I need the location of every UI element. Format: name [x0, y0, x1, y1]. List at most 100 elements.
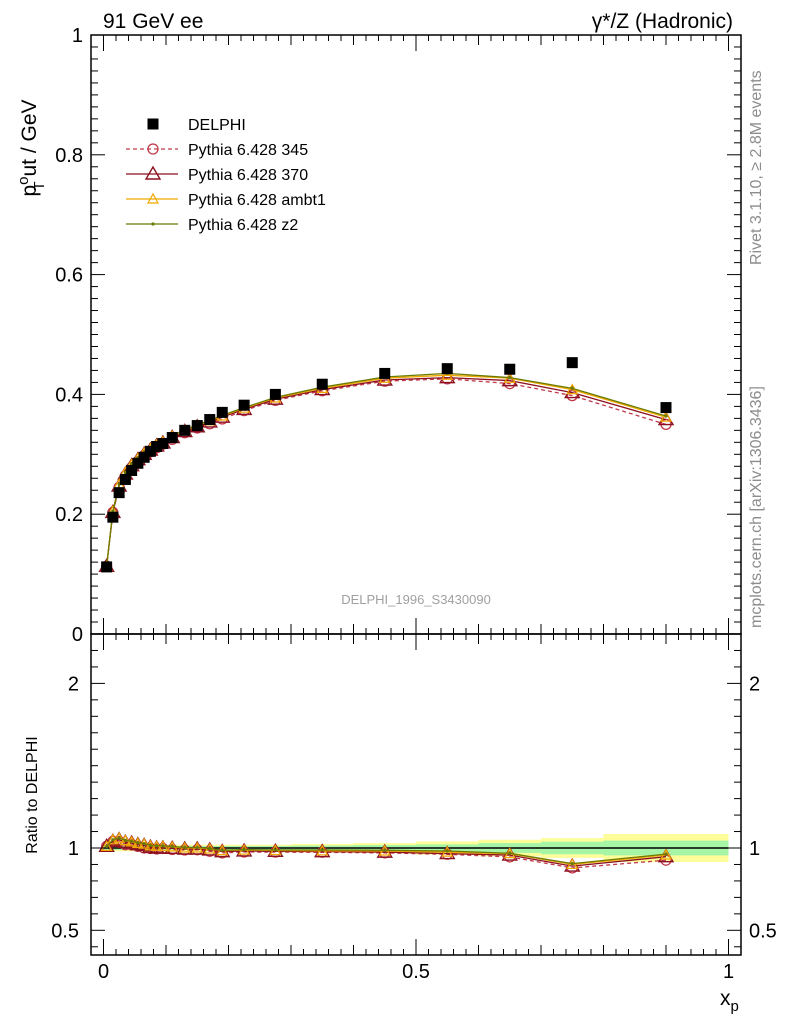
main-ylabel-subscript: T	[31, 181, 48, 190]
main-series-0-point-15	[238, 399, 250, 411]
ratio-series-3-point-9	[161, 844, 165, 848]
ratio-series-3-point-0	[105, 844, 109, 848]
legend-label-2: Pythia 6.428 370	[188, 167, 308, 184]
ratio-series-3-point-11	[183, 845, 187, 850]
rivet-version-note: Rivet 3.1.10, ≥ 2.8M events	[748, 70, 765, 265]
main-series-0-point-11	[179, 424, 191, 436]
main-series-0-point-0	[101, 561, 113, 573]
legend-label-4: Pythia 6.428 z2	[188, 217, 298, 234]
ratio-ytick-label-right-0: 0.5	[749, 920, 777, 942]
ratio-series-3-point-4	[130, 839, 134, 844]
ratio-series-3-point-22	[664, 852, 668, 856]
ratio-ytick-label-left-1: 1	[68, 838, 79, 860]
ratio-series-3-point-21	[570, 862, 574, 866]
ratio-series-2-point-0	[100, 840, 113, 851]
main-series-0-point-16	[269, 388, 281, 400]
header-right-prefix: γ*/Z	[592, 10, 630, 33]
main-series-0-point-1	[107, 511, 119, 523]
main-ytick-label-0: 0	[72, 624, 83, 646]
xlabel-x: x	[720, 987, 731, 1010]
ratio-series-3-point-16	[273, 848, 277, 852]
main-plot-area	[98, 357, 675, 573]
ratio-axis-ticks: 0.5 0.5 1 1 2 2 0 0.5 1	[51, 634, 777, 983]
ratio-plot-area	[98, 831, 729, 874]
xtick-label-0: 0	[98, 961, 109, 983]
ratio-series-3-point-15	[242, 848, 246, 852]
ratio-ytick-label-right-1: 1	[749, 838, 760, 860]
main-series-0-point-5	[132, 457, 144, 469]
legend-label-1: Pythia 6.428 345	[188, 142, 308, 159]
main-series-0-point-13	[204, 414, 216, 426]
main-series-0-point-17	[316, 378, 328, 390]
ratio-ylabel: Ratio to DELPHI	[24, 736, 41, 853]
main-series-0-point-18	[379, 367, 391, 379]
main-ytick-label-2: 0.4	[55, 384, 83, 406]
ratio-series-1-point-0	[98, 837, 115, 853]
ylabel-p: p	[18, 185, 41, 197]
legend-marker-1	[147, 143, 159, 155]
main-series-2-line	[105, 376, 667, 567]
main-series-4-line	[105, 372, 667, 567]
main-series-1-point-21	[566, 389, 578, 402]
ratio-panel: 0.5 0.5 1 1 2 2 0 0.5 1 Ratio to DELPHI xp	[24, 633, 777, 1015]
main-series-0-point-21	[566, 357, 578, 369]
ratio-series-3-point-10	[170, 844, 174, 849]
xlabel: xp	[720, 987, 739, 1015]
ratio-series-3-point-20	[508, 851, 512, 855]
main-panel: 0 0.2 0.4 0.6 0.8 1 DELPHI_1996_S3430090 DELP…	[15, 25, 742, 646]
main-series-0-point-14	[216, 406, 228, 418]
ratio-series-3-point-12	[195, 845, 199, 850]
main-series-0-point-20	[504, 363, 516, 375]
ratio-frame	[90, 633, 742, 956]
legend-marker-3	[146, 192, 160, 204]
xlabel-subscript: p	[731, 998, 739, 1015]
main-ylabel: pout / GeV	[15, 99, 41, 196]
header-left-label: 91 GeV ee	[103, 10, 203, 33]
main-ytick-label-5: 1	[72, 25, 83, 47]
main-series-4-point-20	[508, 376, 512, 380]
ratio-series-3-point-14	[220, 848, 224, 852]
main-series-3-point-22	[659, 410, 673, 422]
main-series-3-point-19	[441, 368, 454, 380]
legend-marker-4	[151, 222, 155, 226]
ratio-series-3-point-2	[117, 836, 121, 840]
main-series-0-point-8	[151, 441, 163, 453]
legend-label-3: Pythia 6.428 ambt1	[188, 192, 326, 209]
main-series-3-line	[105, 374, 667, 567]
ratio-series-3-point-8	[155, 844, 159, 848]
legend-marker-2	[144, 165, 162, 180]
ratio-series-2-point-2	[113, 831, 126, 843]
header-right-label: γ*/Z (Hadronic)	[592, 10, 733, 33]
main-series-1-line	[105, 378, 667, 567]
xtick-label-1: 0.5	[402, 961, 430, 983]
xtick-label-2: 1	[723, 961, 734, 983]
ratio-series-3-point-5	[136, 841, 140, 845]
main-series-0-point-2	[113, 487, 125, 499]
ratio-series-3-point-13	[208, 846, 212, 851]
analysis-annotation: DELPHI_1996_S3430090	[341, 592, 491, 607]
main-axis-ticks: 0 0.2 0.4 0.6 0.8 1	[55, 25, 741, 646]
main-series-0-point-7	[144, 445, 156, 457]
ratio-series-3-point-18	[383, 848, 387, 852]
header-right-suffix: (Hadronic)	[629, 10, 733, 33]
ylabel-rest: ut / GeV	[18, 99, 41, 176]
mcplots-note: mcplots.cern.ch [arXiv:1306.3436]	[748, 386, 765, 628]
ratio-ytick-label-right-2: 2	[749, 673, 760, 695]
ratio-series-3-point-7	[148, 843, 152, 847]
main-series-0-point-3	[119, 473, 131, 485]
main-ytick-label-3: 0.6	[55, 265, 83, 287]
ratio-series-0-line	[106, 840, 667, 869]
main-series-0-point-9	[157, 438, 169, 450]
main-series-0-point-4	[126, 464, 138, 476]
ratio-series-3-point-6	[142, 841, 146, 846]
ylabel-sup: o	[15, 177, 32, 185]
main-series-0-point-12	[191, 420, 203, 432]
main-ytick-label-4: 0.8	[55, 145, 83, 167]
main-ytick-label-1: 0.2	[55, 504, 83, 526]
main-series-4-point-22	[664, 414, 668, 418]
legend-marker-0	[147, 118, 159, 130]
ratio-ytick-label-left-0: 0.5	[51, 920, 79, 942]
legend-label-0: DELPHI	[188, 117, 246, 134]
main-series-0-point-10	[166, 432, 178, 444]
